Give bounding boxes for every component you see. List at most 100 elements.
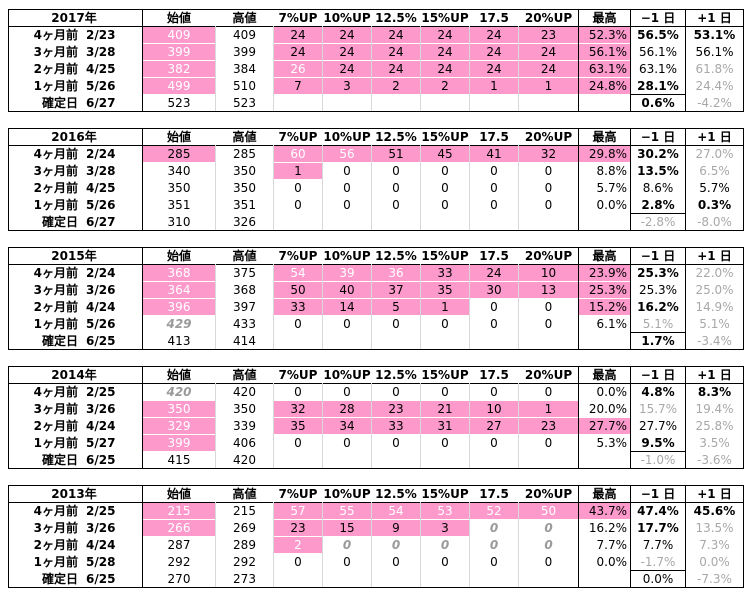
row-label: 4ヶ月前 — [33, 147, 78, 161]
cell-open: 429 — [166, 317, 192, 331]
cell-up17-5 — [470, 214, 518, 230]
cell-up15: 2 — [421, 78, 469, 94]
cell-max: 5.3% — [596, 436, 628, 450]
row-label: 4ヶ月前 — [33, 28, 78, 42]
cell-max — [579, 333, 630, 349]
year-header: 2016年 — [51, 130, 97, 144]
cell-up15: 0 — [441, 385, 449, 399]
row-date: 2/24 — [86, 266, 116, 280]
header-up10: 10%UP — [323, 368, 371, 382]
cell-up12-5 — [372, 452, 420, 468]
cell-up10: 28 — [323, 401, 371, 417]
cell-up10: 55 — [323, 503, 371, 519]
header-high: 高値 — [232, 130, 257, 144]
header-minus1: −1 日 — [640, 487, 676, 501]
cell-up17-5: 0 — [490, 300, 498, 314]
header-open: 始値 — [166, 368, 191, 382]
cell-open: 287 — [167, 538, 191, 552]
cell-minus1: 56.1% — [638, 45, 678, 59]
header-open: 始値 — [166, 249, 191, 263]
cell-up15 — [421, 214, 469, 230]
cell-up12-5: 24 — [372, 44, 420, 60]
header-up20: 20%UP — [524, 11, 573, 25]
cell-plus1: 5.1% — [699, 317, 730, 331]
cell-up15 — [421, 95, 469, 111]
cell-minus1: 56.5% — [637, 28, 679, 42]
cell-up10: 0 — [343, 436, 351, 450]
cell-high: 375 — [233, 266, 256, 280]
row-label: 4ヶ月前 — [33, 504, 78, 518]
cell-up12-5 — [372, 214, 420, 230]
header-max: 最高 — [592, 368, 617, 382]
row-date: 3/28 — [86, 164, 116, 178]
cell-up12-5: 0 — [392, 181, 400, 195]
cell-plus1: -8.0% — [697, 215, 732, 229]
cell-up10: 34 — [323, 418, 371, 434]
cell-plus1: 22.0% — [695, 266, 734, 280]
cell-up10: 15 — [323, 520, 371, 536]
header-up7: 7%UP — [278, 487, 318, 501]
row-label: 1ヶ月前 — [33, 198, 78, 212]
cell-max: 52.3% — [579, 27, 630, 43]
cell-up17-5 — [470, 452, 518, 468]
row-label: 1ヶ月前 — [33, 436, 78, 450]
cell-up10 — [323, 214, 371, 230]
cell-up20: 0 — [544, 436, 553, 450]
row-date: 2/25 — [86, 504, 116, 518]
header-plus1: +1 日 — [697, 130, 732, 144]
cell-high: 414 — [233, 334, 256, 348]
header-up12-5: 12.5% — [375, 487, 417, 501]
cell-up17-5: 0 — [490, 181, 498, 195]
header-open: 始値 — [166, 487, 191, 501]
cell-plus1: -3.4% — [697, 334, 732, 348]
cell-up15: 0 — [441, 436, 449, 450]
cell-plus1: 8.3% — [697, 385, 732, 399]
cell-up10 — [323, 571, 371, 587]
cell-open: 329 — [143, 418, 215, 434]
header-up12-5: 12.5% — [375, 130, 417, 144]
cell-open: 340 — [167, 164, 191, 178]
cell-up15: 24 — [421, 44, 469, 60]
cell-up15: 24 — [421, 27, 469, 43]
cell-up15: 0 — [441, 555, 449, 569]
cell-high: 351 — [233, 198, 256, 212]
cell-plus1: -7.3% — [697, 572, 732, 586]
row-date: 2/24 — [86, 147, 116, 161]
cell-minus1: 1.7% — [641, 334, 675, 348]
cell-minus1: 15.7% — [638, 402, 678, 416]
cell-up15: 0 — [441, 198, 449, 212]
cell-max: 29.8% — [579, 146, 630, 162]
cell-up12-5 — [372, 333, 420, 349]
cell-up20: 0 — [544, 164, 553, 178]
row-label: 3ヶ月前 — [33, 283, 78, 297]
row-date: 4/24 — [86, 538, 116, 552]
row-date: 3/26 — [86, 283, 116, 297]
cell-up20 — [519, 452, 578, 468]
cell-max: 0.0% — [596, 385, 628, 399]
cell-up17-5: 0 — [490, 555, 498, 569]
cell-up20: 0 — [544, 538, 553, 552]
cell-max: 15.2% — [579, 299, 630, 315]
cell-up15: 35 — [421, 282, 469, 298]
cell-plus1: 19.4% — [695, 402, 734, 416]
cell-up7: 2 — [274, 537, 322, 553]
header-minus1: −1 日 — [640, 130, 676, 144]
row-date: 4/25 — [86, 181, 116, 195]
cell-plus1: 5.7% — [699, 181, 730, 195]
cell-up12-5: 0 — [392, 164, 400, 178]
row-label: 1ヶ月前 — [33, 555, 78, 569]
cell-high: 269 — [233, 521, 256, 535]
row-label: 確定日 — [41, 453, 78, 467]
cell-up12-5: 24 — [372, 61, 420, 77]
cell-up10: 14 — [323, 299, 371, 315]
header-up7: 7%UP — [278, 130, 318, 144]
cell-plus1: 0.0% — [699, 555, 730, 569]
header-up12-5: 12.5% — [375, 11, 417, 25]
cell-up7 — [274, 333, 322, 349]
cell-up20: 32 — [519, 146, 578, 162]
cell-open: 285 — [143, 146, 215, 162]
cell-up20: 0 — [544, 385, 553, 399]
row-date: 4/25 — [86, 62, 116, 76]
cell-up20 — [519, 95, 578, 111]
header-up15: 15%UP — [421, 249, 469, 263]
